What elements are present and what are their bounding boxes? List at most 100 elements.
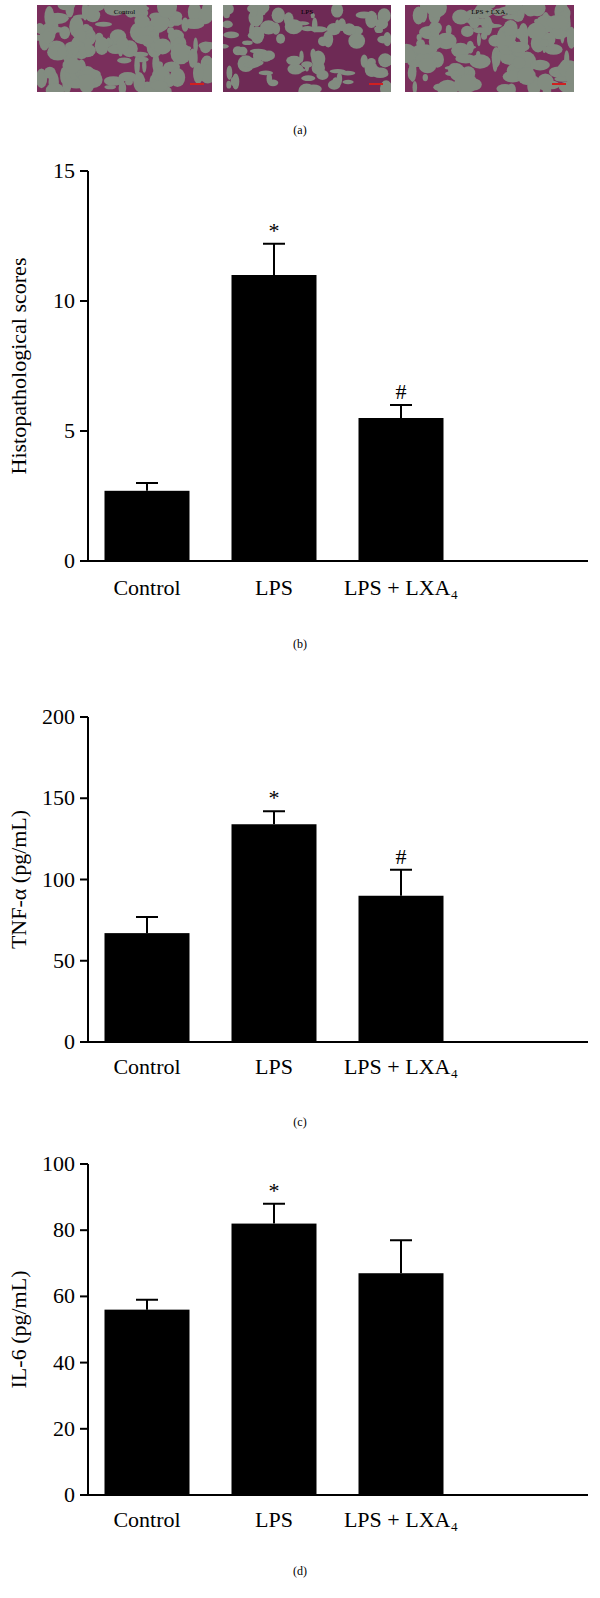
alveolus bbox=[44, 6, 54, 28]
alveolus bbox=[272, 8, 285, 24]
alveolus bbox=[426, 5, 447, 18]
alveolus bbox=[72, 37, 80, 48]
category-label: Control bbox=[113, 1054, 180, 1079]
alveolus bbox=[477, 33, 481, 46]
x-axis bbox=[88, 1041, 588, 1043]
category-label: LPS + LXA₄ bbox=[344, 1054, 458, 1079]
significance-mark: * bbox=[269, 1178, 280, 1203]
alveolus bbox=[383, 55, 391, 66]
category-label: LPS + LXA₄ bbox=[344, 575, 458, 600]
alveolus bbox=[523, 32, 527, 36]
error-bar bbox=[263, 811, 285, 824]
panel-label: (d) bbox=[293, 1564, 307, 1578]
alveolus bbox=[460, 45, 477, 49]
alveolus bbox=[375, 27, 383, 33]
alveolus bbox=[125, 79, 133, 85]
panel-label: (a) bbox=[293, 123, 306, 137]
alveolus bbox=[189, 48, 197, 68]
bar bbox=[105, 491, 190, 561]
alveolus bbox=[459, 74, 477, 92]
error-bar bbox=[263, 1204, 285, 1224]
bar bbox=[232, 824, 317, 1042]
alveolus bbox=[331, 5, 343, 18]
error-bar bbox=[390, 405, 412, 418]
alveolus bbox=[223, 44, 229, 49]
alveolus bbox=[242, 41, 253, 46]
alveolus bbox=[223, 21, 233, 29]
error-bar bbox=[136, 917, 158, 933]
bar-chart: Control*LPS#LPS + LXA₄050100150200TNF-α … bbox=[6, 704, 588, 1129]
alveolus bbox=[276, 34, 285, 44]
alveolus bbox=[301, 75, 315, 81]
histology-image bbox=[37, 5, 212, 92]
alveolus bbox=[517, 67, 536, 85]
alveolus bbox=[223, 32, 239, 39]
x-axis bbox=[88, 560, 588, 562]
alveolus bbox=[46, 83, 64, 92]
alveolus bbox=[223, 5, 234, 16]
alveolus bbox=[227, 65, 233, 80]
y-tick-label: 0 bbox=[64, 1482, 75, 1507]
alveolus bbox=[286, 56, 302, 66]
y-tick bbox=[80, 1494, 88, 1496]
alveolus bbox=[537, 73, 554, 90]
alveolus bbox=[226, 81, 231, 89]
y-tick bbox=[80, 300, 88, 302]
alveolus bbox=[95, 22, 112, 27]
significance-mark: * bbox=[269, 218, 280, 243]
alveolus bbox=[343, 23, 356, 35]
alveolus bbox=[292, 68, 306, 72]
alveolus bbox=[116, 37, 129, 53]
bar bbox=[359, 418, 444, 561]
y-tick-label: 80 bbox=[53, 1217, 75, 1242]
alveolus bbox=[82, 5, 89, 20]
x-axis bbox=[88, 1494, 588, 1496]
alveolus bbox=[484, 23, 488, 33]
histology-image bbox=[405, 5, 574, 92]
y-tick bbox=[80, 716, 88, 718]
alveolus bbox=[134, 15, 149, 28]
alveolus bbox=[565, 67, 574, 84]
alveolus bbox=[492, 52, 497, 72]
alveolus bbox=[168, 22, 175, 28]
bar bbox=[359, 1273, 444, 1495]
y-tick-label: 20 bbox=[53, 1416, 75, 1441]
alveolus bbox=[157, 5, 177, 18]
alveolus bbox=[461, 26, 474, 37]
alveolus bbox=[95, 37, 109, 55]
alveolus bbox=[507, 85, 514, 92]
alveolus bbox=[148, 25, 155, 31]
bar-chart: Control*LPSLPS + LXA₄020406080100IL-6 (p… bbox=[6, 1151, 588, 1578]
alveolus bbox=[60, 68, 66, 84]
marks bbox=[105, 811, 444, 1042]
alveolus bbox=[232, 74, 239, 90]
alveolus bbox=[419, 58, 437, 73]
error-bar bbox=[136, 483, 158, 491]
alveolus bbox=[513, 57, 526, 69]
alveolus bbox=[85, 36, 91, 55]
alveolus bbox=[108, 40, 113, 45]
alveolus bbox=[37, 35, 44, 41]
y-tick bbox=[80, 1295, 88, 1297]
alveolus bbox=[37, 23, 45, 34]
y-tick bbox=[80, 430, 88, 432]
bar bbox=[359, 896, 444, 1042]
alveolus bbox=[117, 57, 131, 63]
alveolus bbox=[523, 5, 539, 16]
y-tick bbox=[80, 1362, 88, 1364]
alveolus bbox=[335, 19, 340, 33]
y-tick bbox=[80, 1041, 88, 1043]
alveolus bbox=[170, 68, 185, 87]
y-tick-label: 50 bbox=[53, 948, 75, 973]
alveolus bbox=[310, 26, 327, 32]
y-tick-label: 0 bbox=[64, 548, 75, 573]
y-tick bbox=[80, 1163, 88, 1165]
alveolus bbox=[343, 80, 354, 84]
alveolus bbox=[200, 41, 211, 53]
figure: ControlLPSLPS + LXA₄(a)Control*LPS#LPS +… bbox=[0, 0, 600, 1598]
y-tick-label: 10 bbox=[53, 288, 75, 313]
alveolus bbox=[71, 38, 79, 56]
alveolus bbox=[372, 69, 389, 78]
y-tick bbox=[80, 170, 88, 172]
y-tick-label: 5 bbox=[64, 418, 75, 443]
